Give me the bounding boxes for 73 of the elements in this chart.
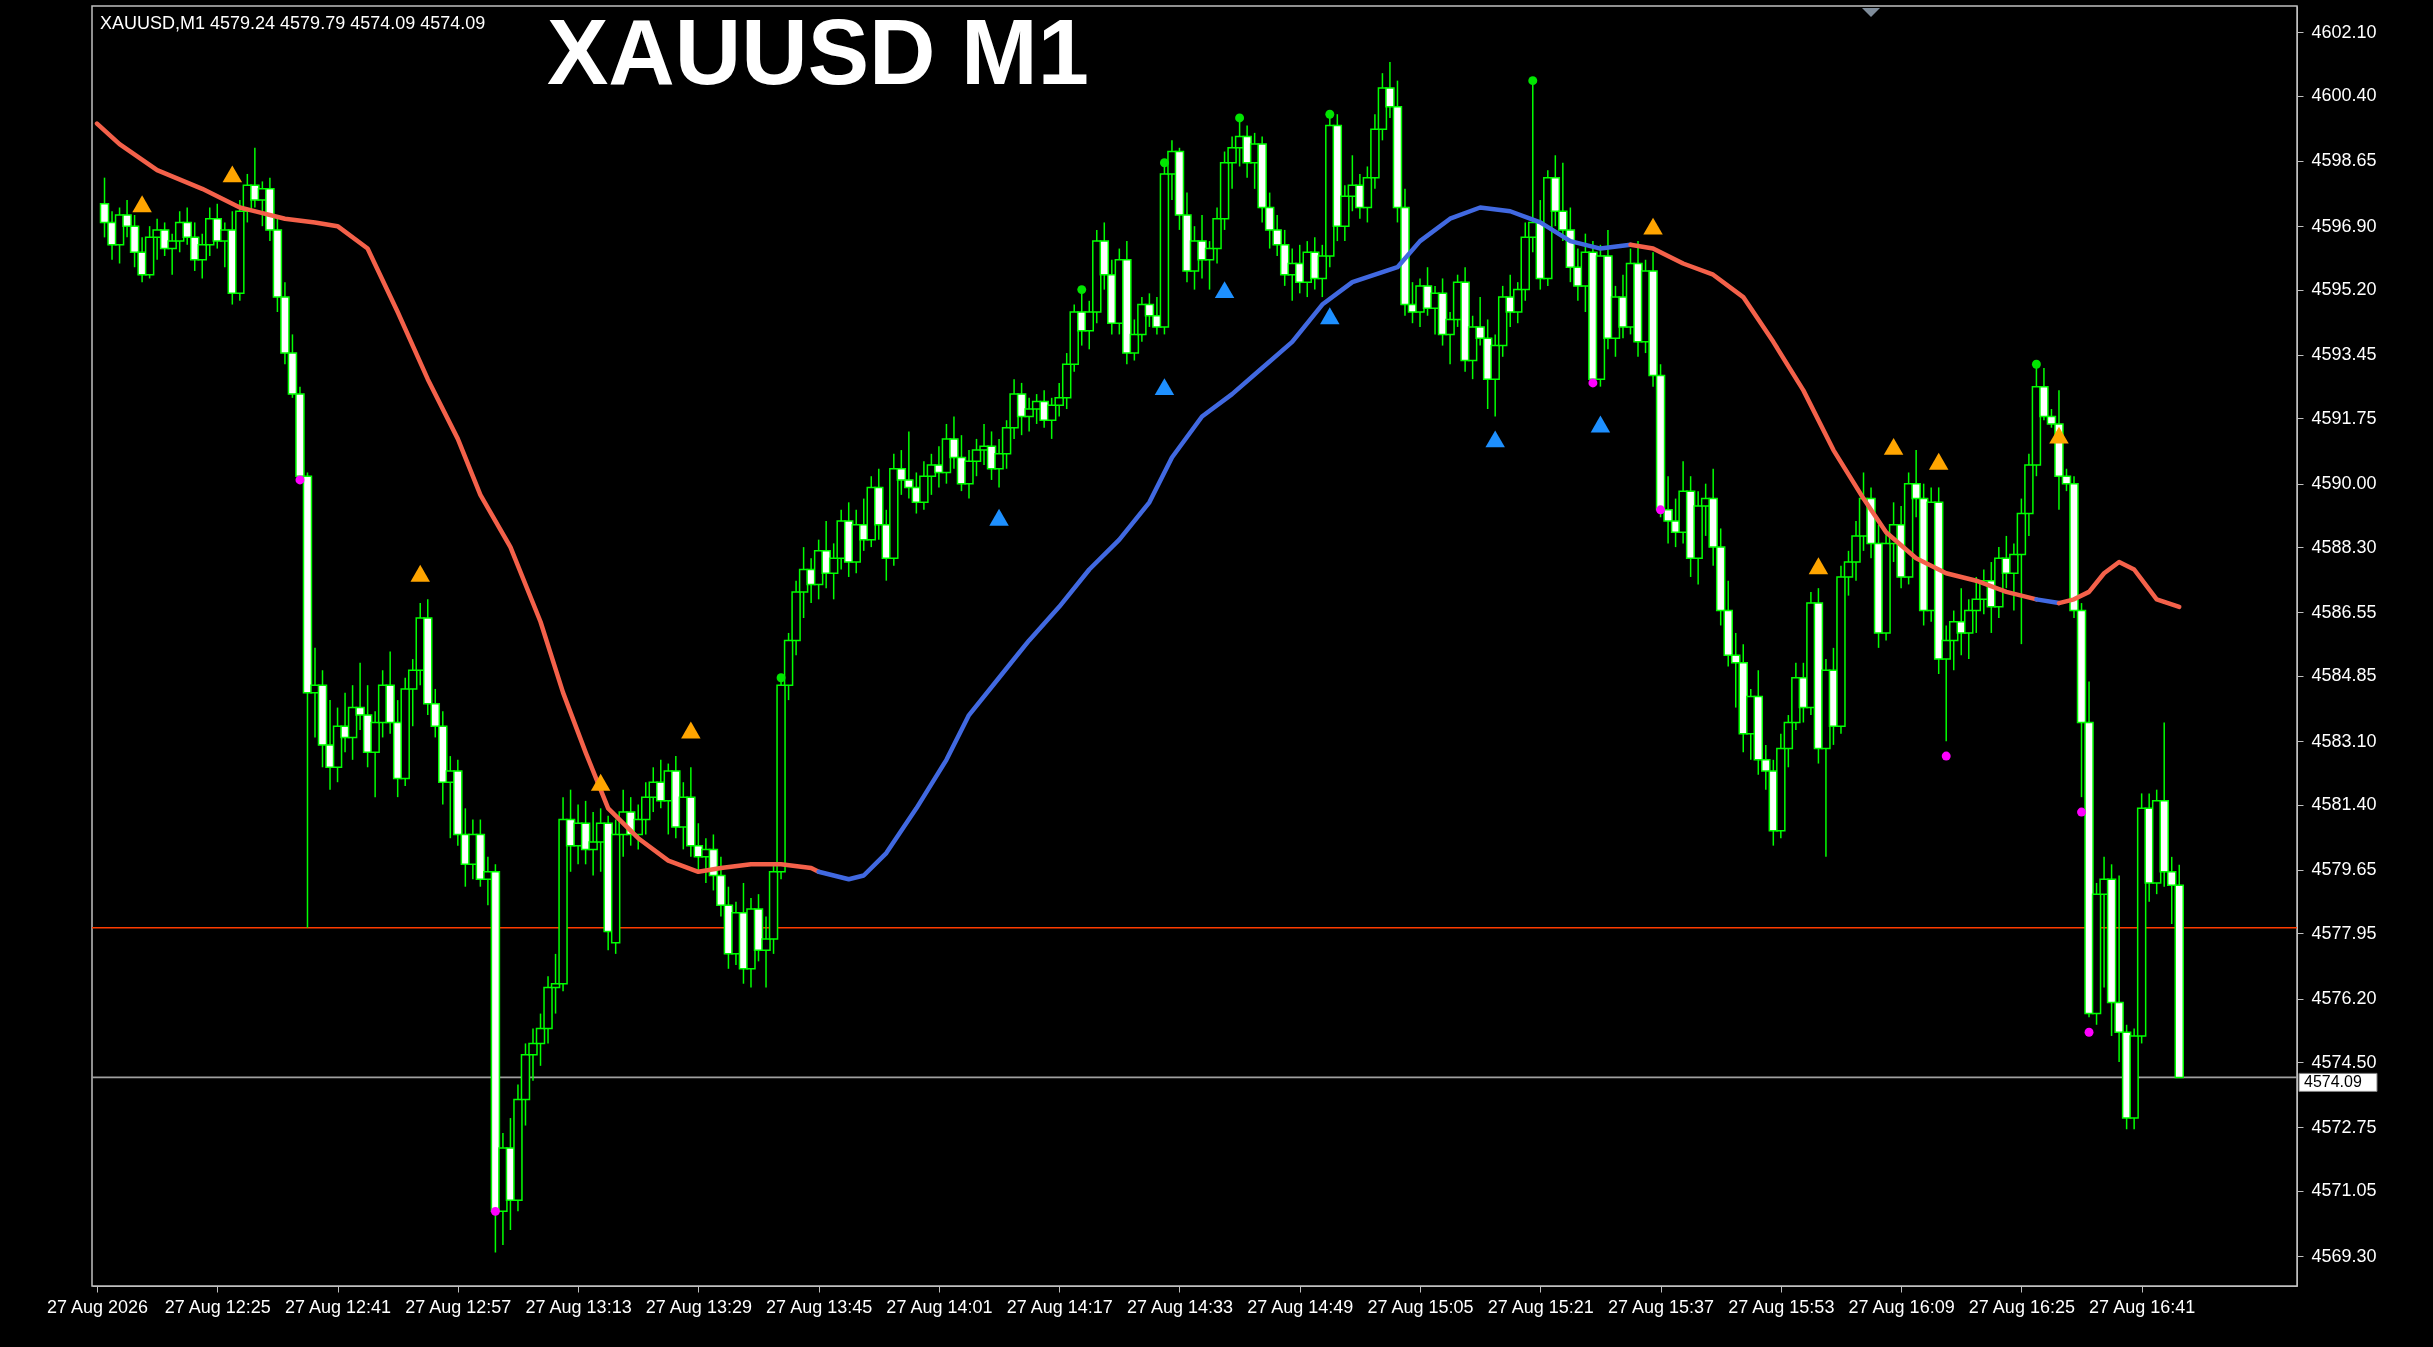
x-tick-label: 27 Aug 16:25 xyxy=(1968,1296,2075,1317)
y-tick-label: 4581.40 xyxy=(2311,794,2377,815)
line-series xyxy=(2056,559,2182,610)
point xyxy=(222,165,243,183)
x-tick-label: 27 Aug 2026 xyxy=(46,1296,149,1317)
y-tick-label: 4595.20 xyxy=(2311,279,2377,300)
y-tick-label: 4591.75 xyxy=(2311,407,2377,428)
y-tick-label: 4569.30 xyxy=(2311,1245,2377,1266)
y-tick-label: 4600.40 xyxy=(2311,85,2377,106)
point xyxy=(1320,307,1340,325)
point xyxy=(2084,1027,2094,1037)
point xyxy=(2031,359,2041,369)
point xyxy=(1528,76,1538,86)
y-tick-label: 4572.75 xyxy=(2311,1116,2377,1137)
point xyxy=(2049,426,2069,444)
y-tick-label: 4577.95 xyxy=(2311,922,2377,943)
ref-line-label: 4574.09 xyxy=(2304,1073,2362,1091)
point xyxy=(410,564,430,582)
point xyxy=(1928,452,1949,470)
x-tick-label: 27 Aug 15:05 xyxy=(1367,1296,1474,1317)
y-tick-label: 4579.65 xyxy=(2311,859,2377,880)
point xyxy=(776,673,786,683)
y-tick-label: 4584.85 xyxy=(2311,665,2377,686)
x-tick-label: 27 Aug 13:13 xyxy=(525,1296,632,1317)
point xyxy=(1656,505,1666,515)
x-tick-label: 27 Aug 12:25 xyxy=(164,1296,271,1317)
y-tick-label: 4590.00 xyxy=(2311,473,2377,494)
y-tick-label: 4598.65 xyxy=(2311,150,2377,171)
point xyxy=(295,475,305,485)
y-tick-label: 4583.10 xyxy=(2311,730,2377,751)
point xyxy=(1643,217,1663,235)
x-tick-label: 27 Aug 16:09 xyxy=(1848,1296,1955,1317)
point xyxy=(1235,113,1245,123)
point xyxy=(132,195,152,213)
point xyxy=(1590,415,1611,433)
x-tick-label: 27 Aug 13:45 xyxy=(766,1296,873,1317)
chart-subtitle: XAUUSD,M1 4579.24 4579.79 4574.09 4574.09 xyxy=(100,13,486,33)
y-tick-label: 4588.30 xyxy=(2311,536,2377,557)
y-tick-label: 4576.20 xyxy=(2311,988,2377,1009)
x-tick-label: 27 Aug 13:29 xyxy=(645,1296,752,1317)
point xyxy=(1808,557,1829,575)
x-tick-label: 27 Aug 14:49 xyxy=(1247,1296,1354,1317)
point xyxy=(1941,751,1951,761)
x-tick-label: 27 Aug 14:33 xyxy=(1126,1296,1234,1317)
point xyxy=(989,508,1009,526)
point xyxy=(1325,109,1335,119)
x-tick-label: 27 Aug 14:17 xyxy=(1006,1296,1113,1317)
point xyxy=(1883,437,1904,455)
point xyxy=(681,721,701,739)
x-tick-label: 27 Aug 15:21 xyxy=(1487,1296,1594,1317)
point xyxy=(1485,430,1505,448)
y-tick-label: 4602.10 xyxy=(2311,21,2377,42)
y-tick-label: 4574.50 xyxy=(2311,1051,2377,1072)
line-series xyxy=(94,121,821,875)
point xyxy=(1588,378,1598,388)
y-tick-label: 4593.45 xyxy=(2311,344,2377,365)
x-tick-label: 27 Aug 15:37 xyxy=(1608,1296,1715,1317)
point xyxy=(1214,281,1235,299)
chart-title: XAUUSD M1 xyxy=(547,1,1089,103)
y-tick-label: 4571.05 xyxy=(2311,1180,2377,1201)
point xyxy=(590,773,611,791)
y-tick-label: 4596.90 xyxy=(2311,215,2377,236)
point xyxy=(1159,158,1169,168)
point xyxy=(1154,378,1175,396)
y-tick-label: 4586.55 xyxy=(2311,601,2377,622)
x-tick-label: 27 Aug 14:01 xyxy=(886,1296,993,1317)
point xyxy=(490,1206,500,1216)
x-tick-label: 27 Aug 12:57 xyxy=(405,1296,512,1317)
point xyxy=(1077,285,1087,295)
x-tick-label: 27 Aug 16:41 xyxy=(2089,1296,2196,1317)
point xyxy=(2077,807,2086,817)
x-tick-label: 27 Aug 15:53 xyxy=(1728,1296,1835,1317)
x-tick-label: 27 Aug 12:41 xyxy=(284,1296,392,1317)
